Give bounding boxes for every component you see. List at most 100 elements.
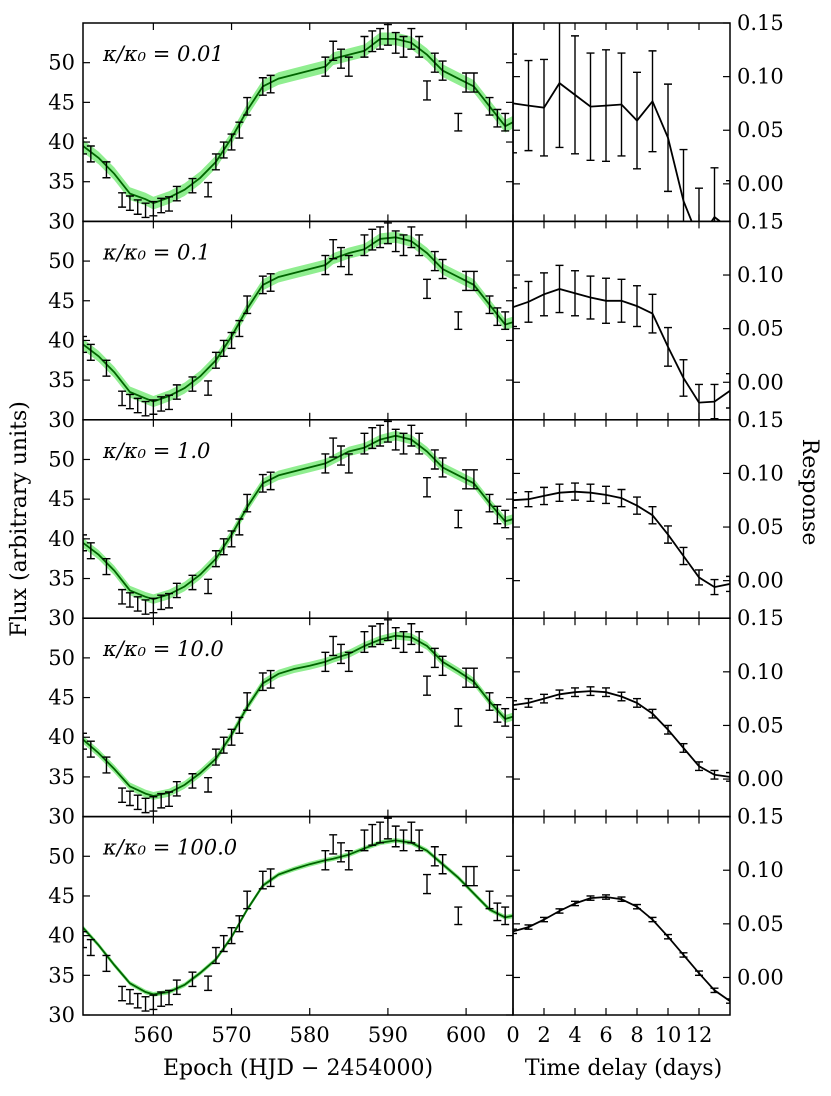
observation-errorbar [321,56,330,77]
observation-errorbar [165,394,173,411]
observation-errorbar [337,246,345,268]
response-line [513,490,730,589]
observation-errorbar [501,707,510,727]
panel-kappa-label: κ/κ₀ = 100.0 [102,836,237,860]
observation-errorbar [133,199,142,215]
right-y-tick-label: 0.15 [737,805,784,829]
observation-errorbar [337,842,345,863]
observation-errorbar [165,196,173,212]
observation-errorbar [329,635,338,657]
observation-errorbar [266,669,275,689]
observation-errorbar [430,250,439,272]
observation-errorbar [86,938,95,957]
response-panel-4 [513,894,730,1004]
response-errorbar [695,187,703,222]
right-y-tick-label: 0.10 [737,858,784,882]
observation-errorbar [454,906,463,926]
observation-errorbar [430,449,439,470]
observation-errorbar [125,195,134,211]
right-x-tick-label: 0 [506,1023,519,1047]
observation-errorbar [219,538,228,556]
response-line [513,288,730,404]
left-y-tick-label: 45 [48,884,75,908]
observation-errorbar [219,141,228,159]
observation-errorbar [86,343,95,361]
observation-errorbar [83,732,87,750]
panel-kappa-label: κ/κ₀ = 0.1 [102,240,210,264]
right-y-tick-label: 0.15 [737,209,784,233]
observation-errorbar [469,469,478,490]
observation-errorbar [266,471,275,491]
observation-errorbar [493,307,502,327]
observation-errorbar [368,823,377,846]
observation-errorbar [469,72,478,93]
left-y-tick-label: 35 [48,963,75,987]
panel-kappa-label: κ/κ₀ = 0.01 [102,42,224,66]
left-y-tick-label: 45 [48,289,75,313]
observation-errorbar [172,384,181,400]
left-y-tick-label: 50 [48,646,75,670]
observation-errorbar [211,550,220,568]
observation-errorbar [485,493,494,513]
right-panel-frame [512,419,731,619]
light-curve-panel-1 [83,222,513,417]
observation-errorbar [368,625,377,648]
observation-errorbar [188,971,197,988]
right-y-tick-label: 0.00 [737,172,784,196]
observation-errorbar [391,825,400,848]
response-errorbar [726,372,730,409]
observation-errorbar [423,80,431,101]
observation-errorbar [165,791,173,807]
observation-errorbar [501,311,510,331]
left-y-tick-label: 30 [48,606,75,630]
left-y-tick-label: 40 [48,527,75,551]
response-panel-1 [513,264,730,420]
observation-errorbar [133,992,142,1009]
response-panel-2 [513,482,730,596]
observation-errorbar [204,181,213,198]
response-errorbar [513,287,517,328]
observation-errorbar [235,121,244,139]
observation-errorbar [493,505,502,525]
response-line [513,81,722,222]
observation-errorbar [188,177,197,194]
observation-errorbar [266,868,275,888]
observation-errorbar [469,865,478,887]
observation-errorbar [423,873,431,895]
response-panel-0 [513,23,730,222]
observation-errorbar [188,574,197,591]
observation-errorbar [141,599,150,615]
observation-errorbar [407,424,416,447]
right-y-tick-label: 0.00 [737,569,784,593]
observation-errorbar [360,630,369,654]
observation-errorbar [376,424,385,447]
observation-errorbar [102,557,111,576]
right-y-tick-label: 0.10 [737,65,784,89]
right-y-tick-label: 0.15 [737,11,784,35]
observation-errorbar [204,777,213,793]
observation-errorbar [430,647,439,669]
light-curve-panel-3 [83,619,513,814]
observation-errorbar [227,728,236,746]
observation-errorbar [118,787,127,804]
observation-errorbar [430,846,439,867]
observation-errorbar [86,542,95,560]
response-errorbar [513,700,517,711]
left-y-tick-label: 30 [48,209,75,233]
observation-errorbar [344,453,353,474]
observation-errorbar [204,975,213,992]
observation-errorbar [407,821,416,844]
observation-errorbar [258,672,267,692]
observation-errorbar [462,270,471,292]
left-y-tick-label: 40 [48,130,75,154]
observation-errorbar [407,623,416,646]
model-uncertainty-band [83,32,513,210]
observation-errorbar [118,985,127,1002]
observation-errorbar [399,432,408,455]
observation-errorbar [133,397,142,414]
observation-errorbar [423,477,431,498]
left-x-tick-label: 560 [133,1023,173,1047]
left-y-tick-label: 40 [48,328,75,352]
observation-errorbar [125,393,134,410]
